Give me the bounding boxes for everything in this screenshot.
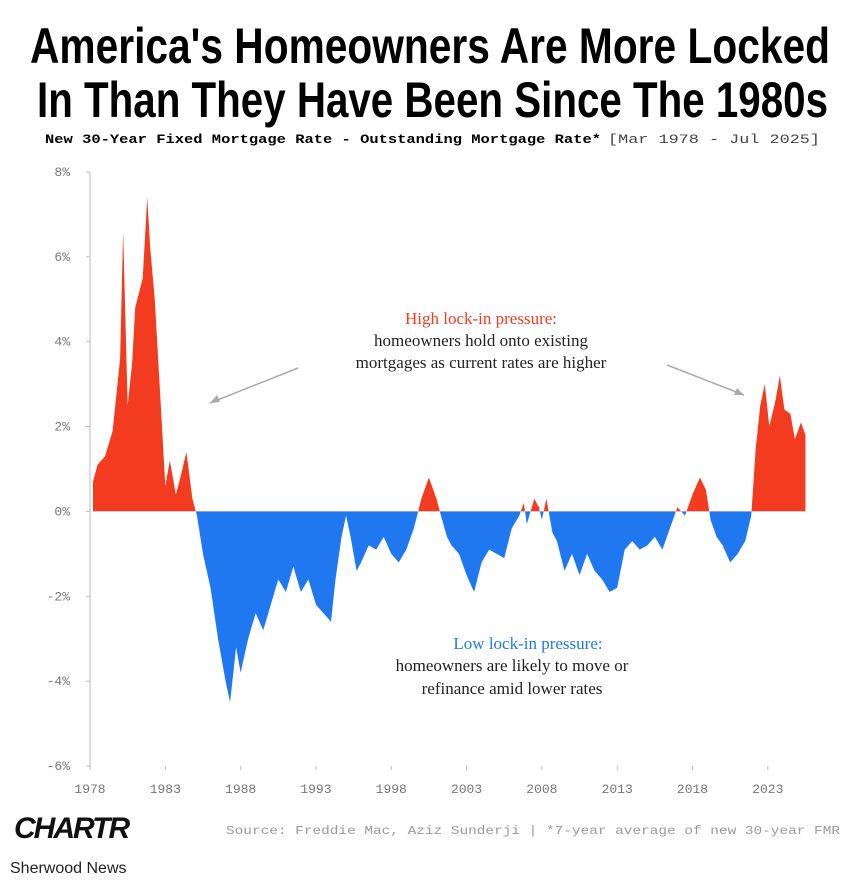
annotation-text: refinance amid lower rates	[422, 679, 603, 698]
area-positive	[93, 197, 806, 512]
y-tick-label: 4%	[54, 335, 70, 350]
source: Source: Freddie Mac, Aziz Sunderji | *7-…	[226, 824, 840, 838]
y-tick-label: -2%	[47, 589, 71, 604]
arrowhead	[210, 395, 220, 403]
annotation-text: homeowners are likely to move or	[396, 656, 629, 675]
area-negative	[93, 511, 806, 703]
footer: Sherwood News	[10, 860, 127, 877]
x-tick-label: 1978	[74, 782, 105, 797]
x-tick-label: 1998	[376, 782, 407, 797]
y-tick-label: 6%	[54, 250, 70, 265]
x-tick-label: 1988	[225, 782, 256, 797]
chart-title: In Than They Have Been Since The 1980s	[37, 72, 828, 128]
arrowhead	[734, 388, 744, 395]
x-tick-label: 2008	[526, 782, 557, 797]
chart-title: America's Homeowners Are More Locked	[30, 18, 830, 74]
annotation-heading: High lock-in pressure:	[405, 309, 557, 328]
x-tick-label: 1983	[150, 782, 181, 797]
subtitle: New 30-Year Fixed Mortgage Rate - Outsta…	[45, 132, 601, 147]
date-range: [Mar 1978 - Jul 2025]	[608, 132, 820, 147]
annotation-text: mortgages as current rates are higher	[356, 353, 607, 372]
annotation-heading: Low lock-in pressure:	[453, 634, 602, 653]
y-tick-label: -4%	[47, 674, 71, 689]
y-tick-label: -6%	[47, 759, 71, 774]
arrow	[209, 367, 299, 404]
x-tick-label: 2003	[451, 782, 482, 797]
x-tick-label: 2018	[677, 782, 708, 797]
logo: CHARTR	[14, 812, 130, 845]
y-tick-label: 8%	[54, 165, 70, 180]
x-tick-label: 2013	[602, 782, 633, 797]
arrow	[666, 364, 745, 396]
y-tick-label: 2%	[54, 420, 70, 435]
x-tick-label: 1993	[300, 782, 331, 797]
x-tick-label: 2023	[752, 782, 783, 797]
annotation-text: homeowners hold onto existing	[374, 331, 588, 350]
y-tick-label: 0%	[54, 504, 70, 519]
